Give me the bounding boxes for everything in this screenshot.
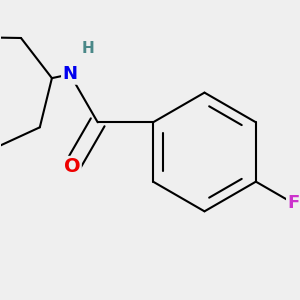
Text: N: N [62, 65, 77, 83]
Text: F: F [287, 194, 300, 212]
Text: H: H [81, 41, 94, 56]
Text: O: O [64, 158, 80, 176]
